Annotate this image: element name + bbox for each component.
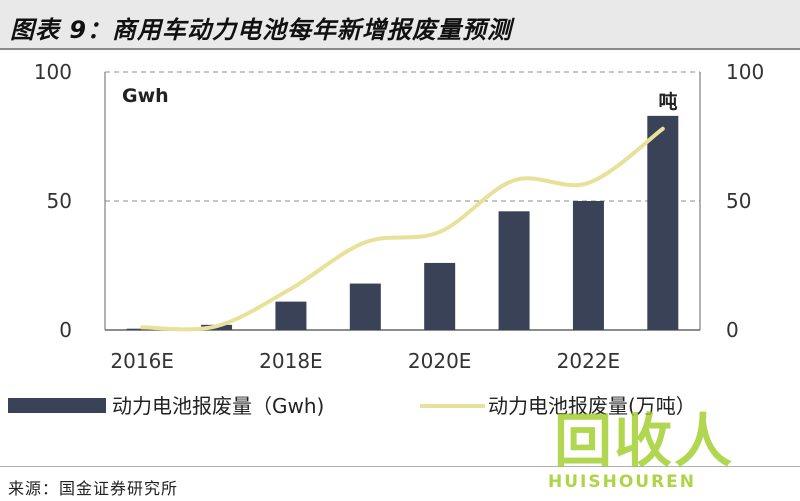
right-axis-unit: 吨 [658,90,677,113]
x-axis-ticks: 2016E 2018E 2020E 2022E [110,349,620,373]
watermark-sub-text: HUISHOUREN [548,472,697,492]
chart: 0 50 100 0 50 100 2016E 2018E 2020E 2022E Gwh 吨… [8,60,764,418]
grid-layer [104,71,701,331]
left-axis-ticks: 0 50 100 [34,60,72,342]
line-path [140,126,665,332]
legend-line-label: 动力电池报废量(万吨） [488,394,696,418]
line-series [140,126,665,332]
bar-series [126,115,679,330]
bar [498,211,530,330]
bar [647,115,679,330]
bar [572,201,604,330]
title-bar: 图表 9：商用车动力电池每年新增报废量预测 [0,0,800,50]
left-tick-label: 100 [34,60,72,84]
right-tick-label: 0 [726,318,739,342]
x-tick-label: 2020E [408,349,472,373]
x-tick-label: 2022E [557,349,621,373]
legend: 动力电池报废量（Gwh) 动力电池报废量(万吨） [8,394,696,418]
left-tick-label: 50 [47,189,72,213]
legend-bar-label: 动力电池报废量（Gwh) [112,394,324,418]
right-tick-label: 50 [726,189,751,213]
bar [424,262,456,330]
watermark-logo: 回收人 HUISHOUREN [530,410,800,500]
bar [349,283,381,330]
source-bar: 来源：国金证券研究所 [0,466,800,501]
right-axis-ticks: 0 50 100 [726,60,764,342]
x-tick-label: 2018E [259,349,323,373]
legend-bar-swatch [8,398,106,413]
left-axis-unit: Gwh [122,85,169,107]
left-tick-label: 0 [59,318,72,342]
watermark-main-text: 回收人 [554,407,735,475]
bar [275,301,307,330]
chart-title: 图表 9：商用车动力电池每年新增报废量预测 [10,16,513,44]
source-text: 来源：国金证券研究所 [8,479,179,498]
x-tick-label: 2016E [110,349,174,373]
right-tick-label: 100 [726,60,764,84]
